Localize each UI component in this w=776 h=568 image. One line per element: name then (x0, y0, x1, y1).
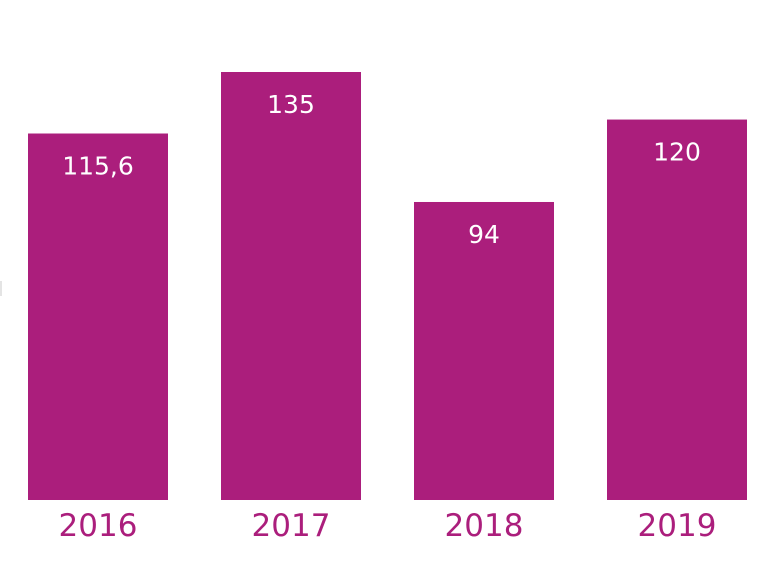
data-label-2019: 120 (653, 138, 701, 167)
bar-2017 (221, 72, 361, 500)
bar-2016 (28, 133, 168, 500)
data-label-2017: 135 (267, 90, 315, 119)
data-label-group: 115,6 135 94 120 (62, 90, 701, 249)
x-tick-label-2016: 2016 (59, 508, 138, 544)
x-tick-label-2019: 2019 (638, 508, 717, 544)
bar-2018 (414, 201, 554, 501)
x-tick-label-2017: 2017 (252, 508, 331, 544)
x-tick-label-2018: 2018 (445, 508, 524, 544)
x-axis-tick-labels: 2016 2017 2018 2019 (59, 508, 717, 544)
data-label-2018: 94 (468, 220, 500, 249)
data-label-2016: 115,6 (62, 152, 134, 181)
bar-group (28, 72, 747, 501)
bar-2019 (607, 119, 747, 501)
